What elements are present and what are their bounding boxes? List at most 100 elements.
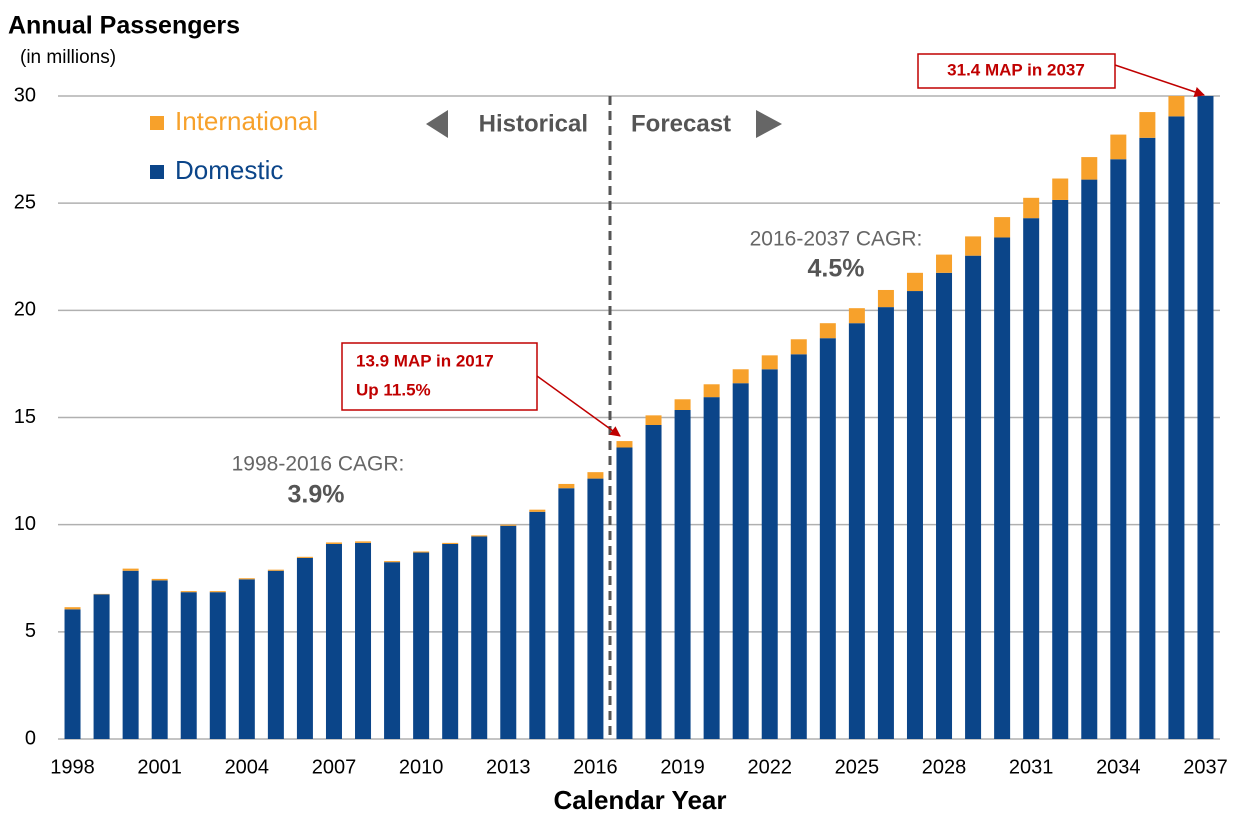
bar-segment [1081, 157, 1098, 180]
y-tick-label: 0 [25, 727, 36, 749]
bar-segment [209, 592, 226, 739]
cagr-hist-value: 3.9% [288, 481, 345, 509]
y-tick-label: 30 [14, 84, 36, 106]
x-tick-label: 2016 [573, 756, 618, 778]
bar-segment [529, 511, 546, 739]
bar-segment [500, 525, 517, 739]
bar-segment [994, 217, 1011, 238]
bar-segment [1139, 137, 1156, 740]
bar-segment [413, 551, 430, 553]
bar-segment [413, 552, 430, 739]
cagr-hist-label: 1998-2016 CAGR: [232, 453, 405, 476]
bar-segment [703, 384, 720, 398]
chart-title: Annual Passengers [8, 12, 240, 40]
legend-label: Domestic [175, 155, 283, 185]
bar-segment [442, 543, 459, 739]
bar-segment [1052, 199, 1069, 739]
x-axis-label: Calendar Year [554, 785, 727, 815]
bar-segment [965, 255, 982, 739]
bar-segment [355, 542, 372, 739]
bar-segment [848, 308, 865, 324]
bar-segment [994, 237, 1011, 739]
bar-segment [616, 441, 633, 448]
bar-segment [761, 369, 778, 739]
y-tick-label: 5 [25, 620, 36, 642]
chart-subtitle: (in millions) [20, 47, 116, 68]
bar-segment [209, 591, 226, 593]
x-tick-label: 2010 [399, 756, 444, 778]
bar-segment [238, 579, 255, 739]
x-tick-label: 2007 [312, 756, 357, 778]
arrow-right [756, 110, 782, 138]
bar-segment [267, 569, 284, 571]
bar-segment [877, 289, 894, 308]
bar-segment [674, 409, 691, 739]
x-tick-label: 2025 [835, 756, 880, 778]
cagr-fcst-value: 4.5% [808, 255, 865, 283]
bar-segment [1139, 112, 1156, 138]
bar-segment [936, 254, 953, 273]
bar-segment [122, 568, 139, 571]
callout-box [917, 53, 1116, 89]
x-tick-label: 2028 [922, 756, 967, 778]
bar-segment [1023, 218, 1040, 740]
bar-segment [732, 383, 749, 739]
bar-segment [355, 541, 372, 543]
bar-segment [384, 561, 401, 563]
bar-segment [645, 425, 662, 739]
x-tick-label: 2013 [486, 756, 531, 778]
bar-segment [965, 236, 982, 256]
bar-segment [819, 323, 836, 339]
x-tick-label: 2037 [1183, 756, 1228, 778]
bar-segment [64, 609, 81, 739]
bar-segment [1168, 96, 1185, 117]
bar-segment [1197, 96, 1214, 739]
bar-segment [877, 307, 894, 739]
bar-segment [1168, 116, 1185, 739]
bar-segment [64, 607, 81, 610]
callout-text: 13.9 MAP in 2017 [356, 351, 494, 370]
cagr-fcst-label: 2016-2037 CAGR: [750, 228, 923, 251]
x-tick-label: 2031 [1009, 756, 1054, 778]
legend-swatch [150, 116, 164, 130]
bar-segment [180, 591, 197, 593]
callout-arrow [1114, 64, 1205, 97]
bar-segment [848, 323, 865, 739]
bar-segment [296, 556, 313, 558]
x-tick-label: 2001 [137, 756, 182, 778]
bar-segment [558, 488, 575, 739]
bar-segment [325, 542, 342, 544]
bar-segment [587, 472, 604, 479]
bar-segment [936, 272, 953, 739]
bar-segment [267, 570, 284, 739]
bar-segment [1081, 179, 1098, 740]
callout-arrow [536, 375, 621, 437]
forecast-label: Forecast [631, 110, 731, 137]
bar-segment [500, 524, 517, 526]
bar-segment [674, 399, 691, 410]
bar-segment [790, 354, 807, 739]
historical-label: Historical [479, 110, 588, 137]
bar-segment [238, 578, 255, 580]
bar-segment [442, 542, 459, 544]
bar-segment [790, 339, 807, 355]
bar-segment [1110, 134, 1127, 160]
x-tick-label: 2019 [660, 756, 705, 778]
bar-segment [645, 415, 662, 426]
bar-segment [703, 397, 720, 739]
y-tick-label: 15 [14, 406, 36, 428]
bar-segment [732, 369, 749, 384]
bar-segment [122, 570, 139, 739]
y-tick-label: 20 [14, 299, 36, 321]
legend-label: International [175, 106, 318, 136]
bar-segment [93, 594, 110, 739]
bar-segment [151, 578, 168, 581]
bar-segment [587, 478, 604, 739]
bar-segment [180, 592, 197, 739]
bar-segment [296, 557, 313, 739]
legend-swatch [150, 165, 164, 179]
bar-segment [1197, 66, 1213, 94]
callout-text: 31.4 MAP in 2037 [947, 60, 1085, 79]
bar-segment [906, 272, 923, 292]
